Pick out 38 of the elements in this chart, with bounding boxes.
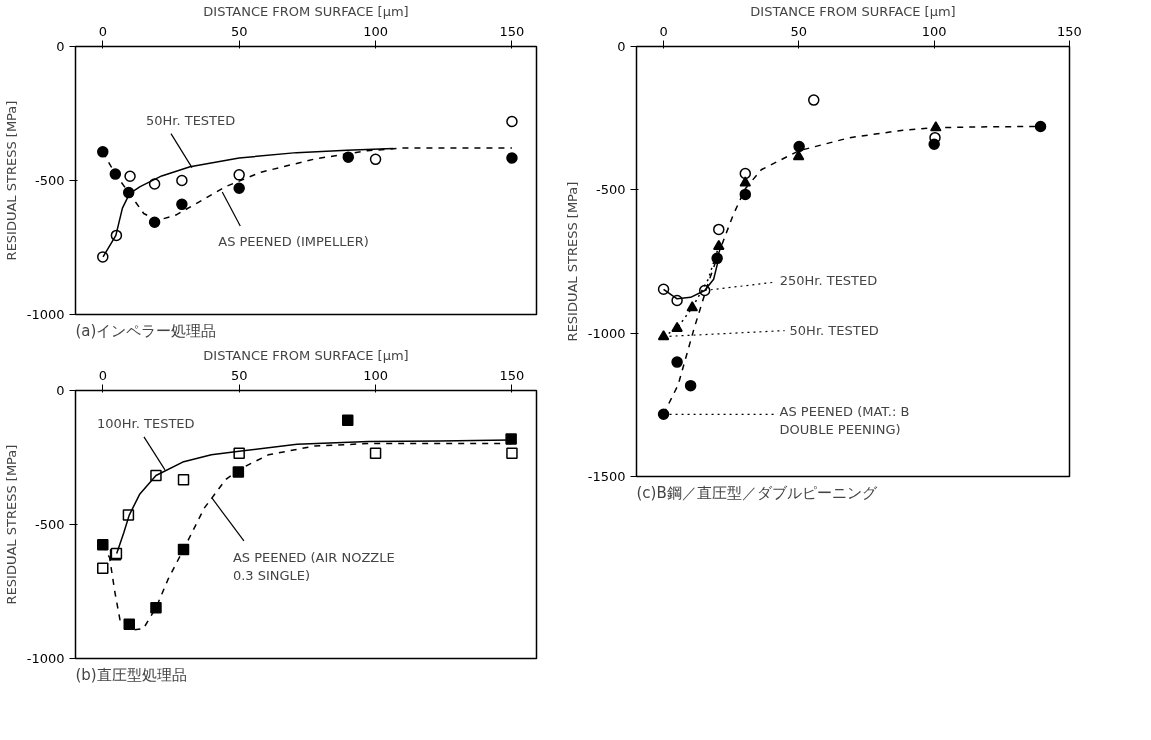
annotation: AS PEENED (MAT.: B DOUBLE PEENING) bbox=[779, 403, 910, 437]
x-axis-title: DISTANCE FROM SURFACE [μm] bbox=[203, 347, 409, 363]
y-tick-label: -500 bbox=[596, 182, 626, 198]
x-tick-label: 150 bbox=[499, 23, 525, 39]
x-tick-label: 150 bbox=[499, 367, 525, 383]
x-axis-title: DISTANCE FROM SURFACE [μm] bbox=[203, 3, 409, 19]
text: (c)B鋼／直圧型／ダブルピーニング bbox=[636, 483, 878, 502]
y-tick-label: 0 bbox=[56, 383, 65, 398]
x-axis-title: DISTANCE FROM SURFACE [μm] bbox=[750, 3, 956, 19]
annotation: 250Hr. TESTED bbox=[779, 272, 878, 288]
y-tick-label: -1000 bbox=[26, 651, 65, 666]
y-tick-label: -1000 bbox=[587, 325, 626, 341]
x-tick-label: 50 bbox=[230, 367, 248, 383]
x-tick-label: 100 bbox=[921, 23, 947, 39]
annotation: 100Hr. TESTED bbox=[96, 416, 195, 432]
text: (a)インペラー処理品 bbox=[75, 321, 217, 340]
y-axis-title: RESIDUAL STRESS [MPa] bbox=[3, 444, 19, 605]
annotation: AS PEENED (AIR NOZZLE 0.3 SINGLE) bbox=[232, 550, 395, 584]
x-tick-label: 100 bbox=[363, 367, 388, 383]
y-axis-title: RESIDUAL STRESS [MPa] bbox=[3, 100, 19, 261]
x-tick-label: 50 bbox=[790, 23, 808, 39]
y-tick-label: -500 bbox=[35, 517, 65, 532]
y-tick-label: 0 bbox=[56, 39, 65, 54]
x-tick-label: 0 bbox=[98, 23, 107, 39]
annotation: AS PEENED (IMPELLER) bbox=[218, 233, 369, 249]
annotation: 50Hr. TESTED bbox=[145, 113, 236, 129]
y-tick-label: -1000 bbox=[26, 307, 65, 322]
y-tick-label: -500 bbox=[35, 173, 65, 188]
x-tick-label: 0 bbox=[659, 23, 668, 39]
x-tick-label: 150 bbox=[1057, 23, 1082, 39]
x-tick-label: 100 bbox=[363, 23, 388, 39]
annotation: 50Hr. TESTED bbox=[789, 323, 879, 339]
y-tick-label: 0 bbox=[617, 39, 626, 54]
y-axis-title: RESIDUAL STRESS [MPa] bbox=[564, 181, 580, 342]
y-tick-label: -1500 bbox=[587, 469, 626, 484]
x-tick-label: 50 bbox=[230, 23, 248, 39]
text: (b)直圧型処理品 bbox=[75, 665, 187, 684]
x-tick-label: 0 bbox=[98, 367, 107, 383]
